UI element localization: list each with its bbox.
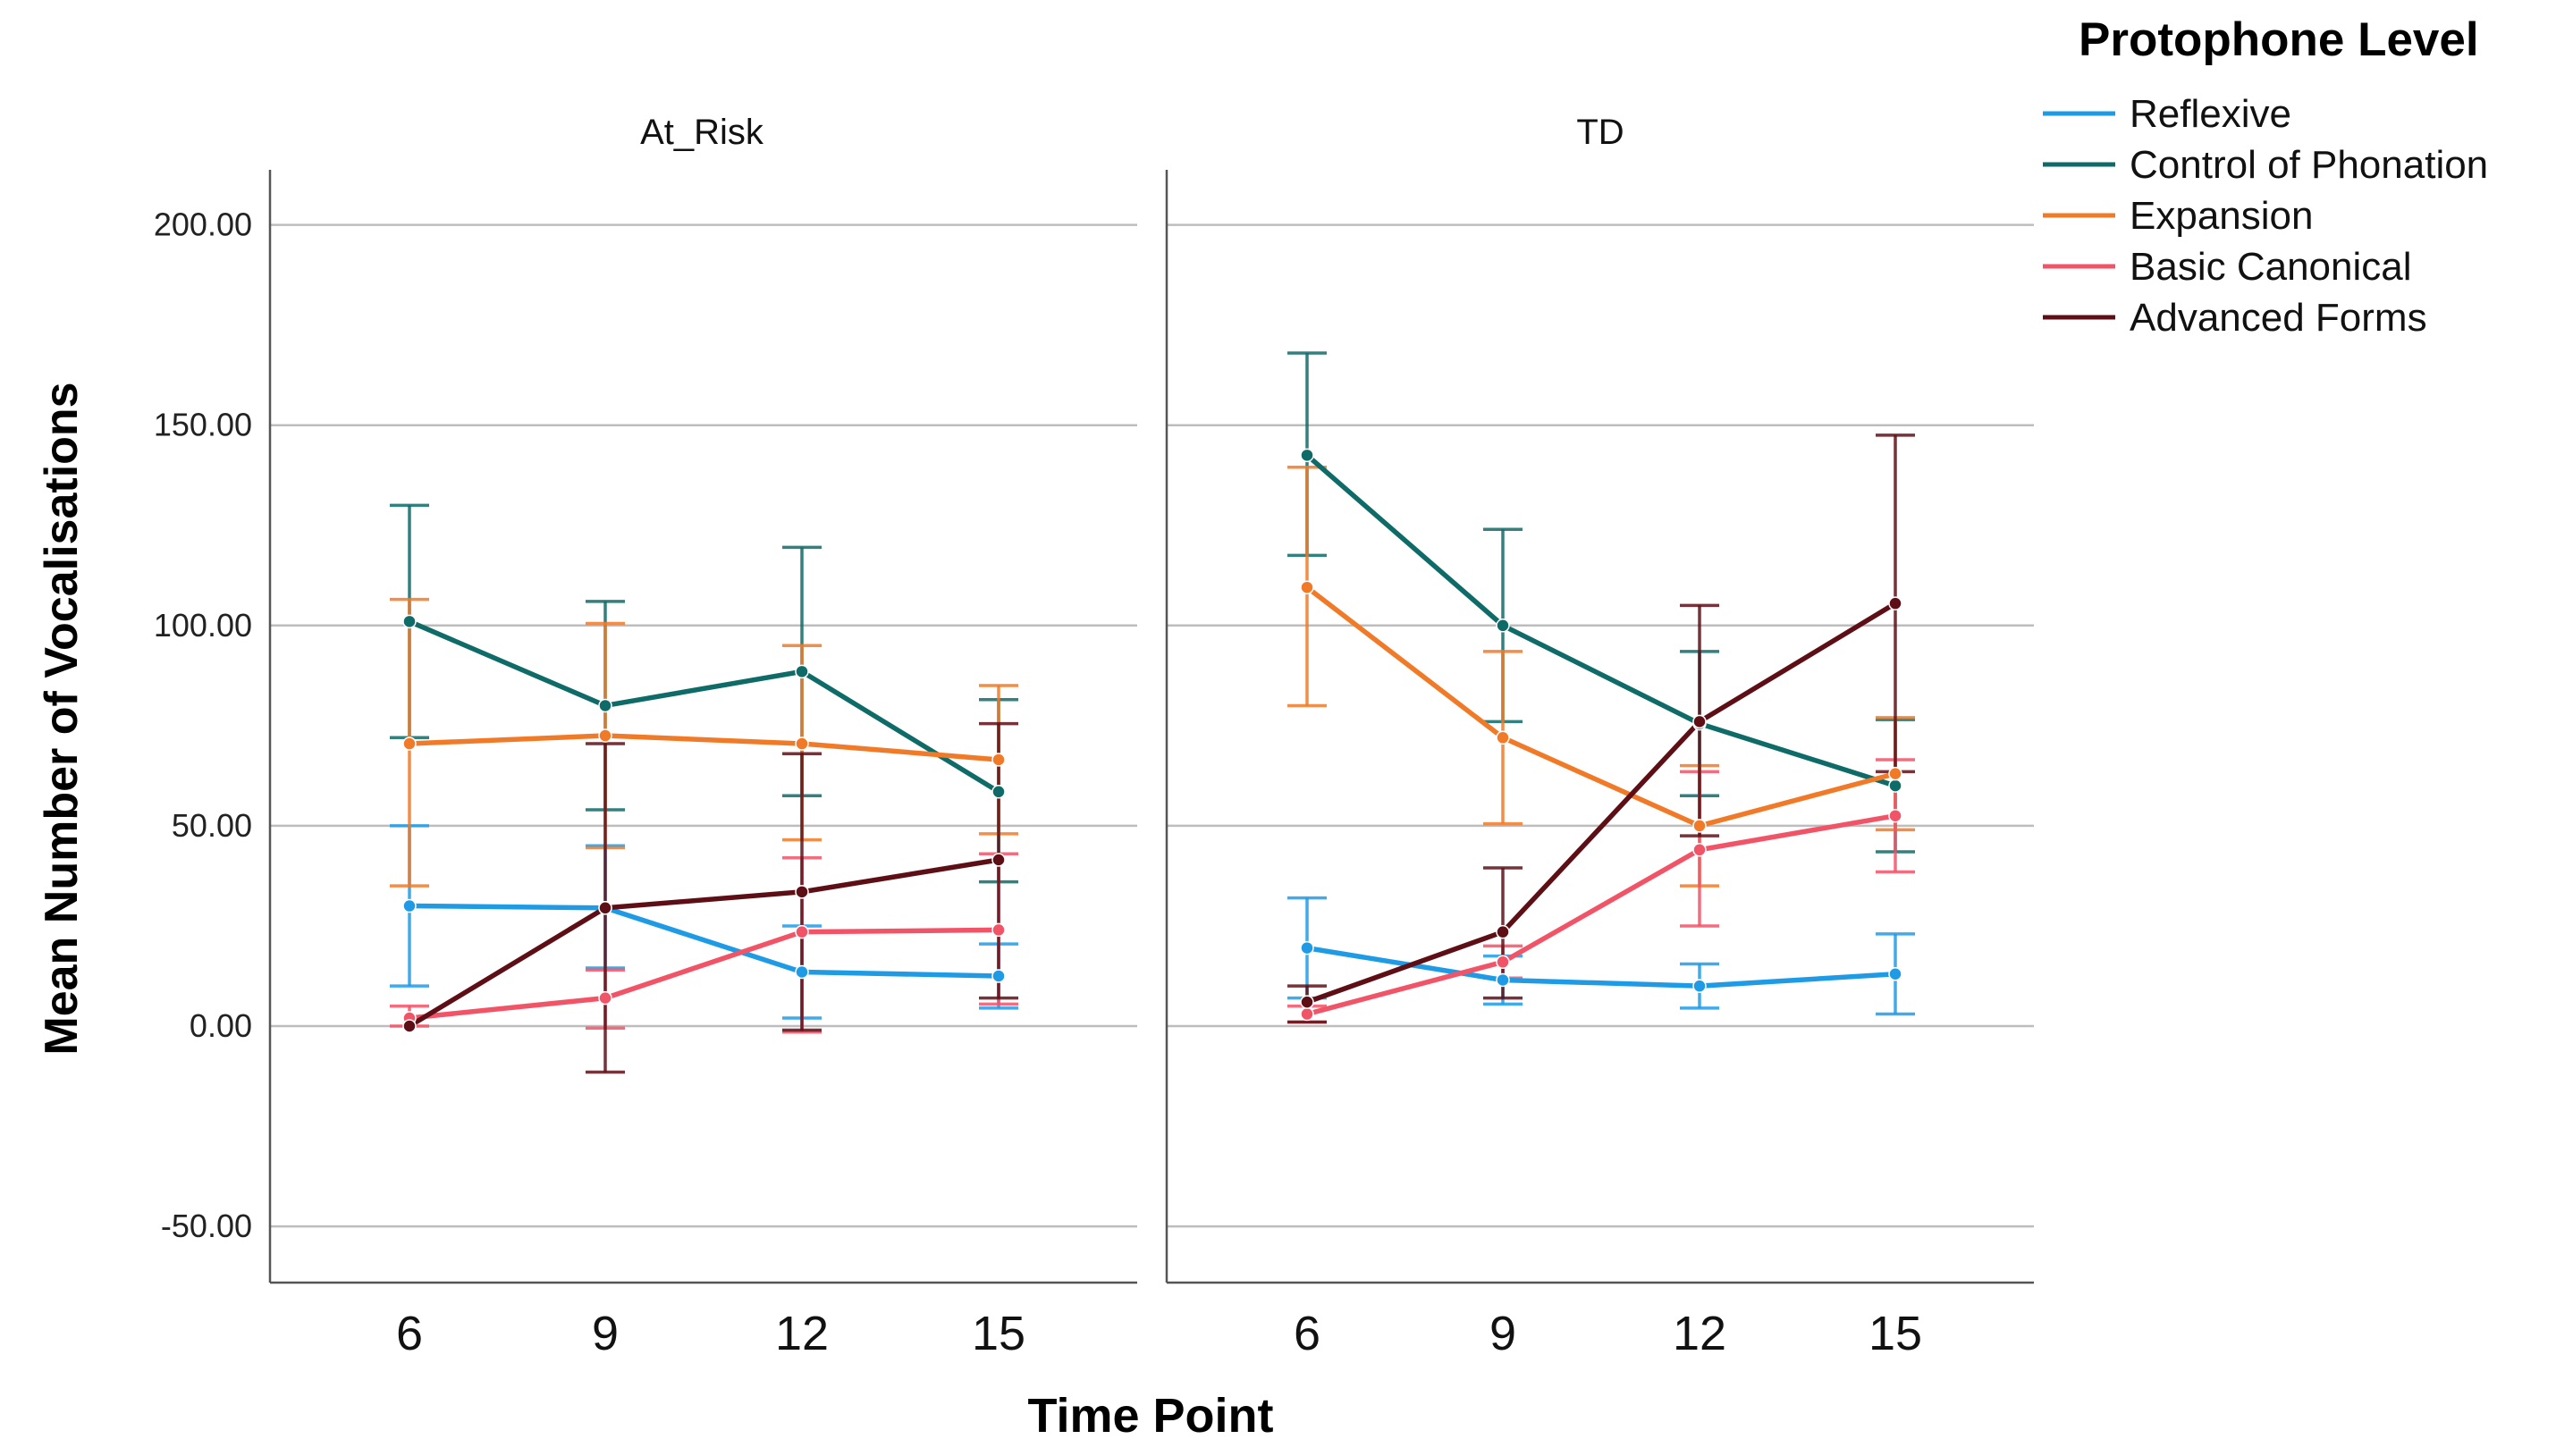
panels-layer: -50.00 0.00 50.00 100.00 150.00 200.00 6 9 12 15 A… <box>154 113 2034 1360</box>
data-point <box>1692 819 1707 833</box>
series-line <box>1306 812 1896 1017</box>
data-point <box>795 885 809 899</box>
data-point <box>402 1019 417 1033</box>
data-point <box>1692 843 1707 857</box>
data-point <box>1496 730 1510 745</box>
data-point <box>598 901 612 915</box>
data-point <box>598 728 612 743</box>
data-point <box>1692 979 1707 993</box>
series-line <box>408 619 1000 795</box>
legend-label: Basic Canonical <box>2130 245 2412 289</box>
data-point <box>1300 580 1314 594</box>
data-point <box>991 969 1006 983</box>
data-point <box>795 924 809 939</box>
y-tick-label: 100.00 <box>154 607 252 644</box>
data-point <box>1300 1006 1314 1022</box>
x-axis-label: Time Point <box>1027 1389 1273 1443</box>
data-point <box>795 736 809 751</box>
data-point <box>795 964 809 980</box>
y-axis-label: Mean Number of Vocalisations <box>36 382 88 1055</box>
series-control-of-phonation <box>1287 351 1915 854</box>
data-point <box>402 898 417 913</box>
y-tick-label: 150.00 <box>154 407 252 443</box>
data-point <box>1888 766 1902 781</box>
series-line <box>1306 601 1897 1005</box>
data-point <box>1300 995 1314 1009</box>
panel-td: 6 9 12 15 TD <box>1165 113 2034 1360</box>
data-point <box>1300 448 1314 463</box>
panel-title: At_Risk <box>640 113 764 152</box>
legend-label: Advanced Forms <box>2130 296 2427 340</box>
series-line <box>409 903 1000 979</box>
data-point <box>598 698 612 713</box>
data-point <box>402 614 417 629</box>
x-tick-label: 9 <box>592 1307 619 1360</box>
x-tick-label: 6 <box>1294 1307 1320 1360</box>
series-line <box>1306 945 1896 989</box>
x-tick-label: 6 <box>396 1307 423 1360</box>
data-point <box>991 853 1006 867</box>
legend-label: Control of Phonation <box>2130 143 2488 187</box>
series-reflexive <box>390 824 1018 1020</box>
data-point <box>1888 778 1902 793</box>
data-point <box>1496 955 1510 970</box>
series-line <box>1305 453 1896 788</box>
series-line <box>409 733 1000 762</box>
data-point <box>991 753 1006 767</box>
legend: Protophone Level Reflexive Control of Pho… <box>2043 13 2488 340</box>
data-point <box>1496 619 1510 633</box>
x-tick-label: 12 <box>775 1307 829 1360</box>
y-tick-label: 200.00 <box>154 206 252 243</box>
y-tick-label: -50.00 <box>161 1208 252 1244</box>
legend-label: Reflexive <box>2130 92 2291 136</box>
data-point <box>402 736 417 751</box>
data-point <box>1888 966 1902 981</box>
series-basic-canonical <box>390 852 1018 1034</box>
data-point <box>1692 714 1707 729</box>
panel-title: TD <box>1576 113 1624 152</box>
series-line <box>1305 585 1896 829</box>
data-point <box>991 922 1006 938</box>
series-line <box>409 927 1000 1021</box>
x-tick-label: 12 <box>1673 1307 1726 1360</box>
legend-label: Expansion <box>2130 194 2313 238</box>
legend-title: Protophone Level <box>2079 13 2479 66</box>
series-line <box>408 857 1000 1029</box>
panel-at-risk: -50.00 0.00 50.00 100.00 150.00 200.00 6 9 12 15 A… <box>154 113 1137 1360</box>
data-point <box>991 785 1006 799</box>
x-tick-label: 15 <box>1868 1307 1922 1360</box>
data-point <box>795 664 809 679</box>
x-tick-label: 9 <box>1489 1307 1516 1360</box>
data-point <box>1888 596 1902 610</box>
data-point <box>598 990 612 1006</box>
data-point <box>1300 940 1314 955</box>
y-tick-label: 50.00 <box>172 807 252 844</box>
x-tick-label: 15 <box>972 1307 1025 1360</box>
data-point <box>1496 924 1510 939</box>
legend-items: Reflexive Control of Phonation Expansion Ba… <box>2043 92 2488 340</box>
y-tick-label: 0.00 <box>190 1007 252 1044</box>
data-point <box>1496 972 1510 988</box>
data-point <box>1888 808 1902 823</box>
